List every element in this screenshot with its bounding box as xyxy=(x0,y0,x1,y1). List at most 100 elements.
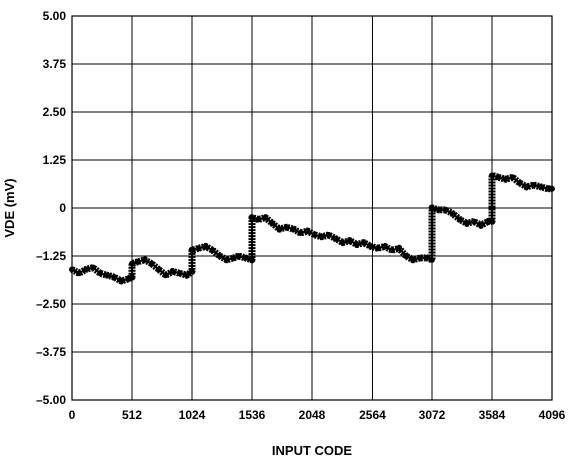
data-point xyxy=(195,245,202,252)
y-tick-label: –2.50 xyxy=(36,297,66,311)
data-point xyxy=(242,254,249,261)
x-tick-label: 1536 xyxy=(239,408,266,422)
data-point xyxy=(118,277,125,284)
x-tick-label: 3584 xyxy=(479,408,506,422)
data-point xyxy=(424,254,431,261)
plot-frame xyxy=(71,15,553,401)
data-point xyxy=(477,222,484,229)
x-tick-label: 4096 xyxy=(539,408,566,422)
data-point xyxy=(223,256,230,263)
data-point xyxy=(248,256,255,263)
data-point xyxy=(395,245,402,252)
data-point xyxy=(346,237,353,244)
data-point xyxy=(374,245,381,252)
x-tick-label: 3072 xyxy=(419,408,446,422)
data-point xyxy=(495,174,502,181)
data-point xyxy=(456,216,463,223)
data-point xyxy=(488,218,495,225)
data-point xyxy=(502,176,509,183)
y-tick-label: 0 xyxy=(59,201,66,215)
data-point xyxy=(134,258,141,265)
data-point xyxy=(235,253,242,259)
data-point xyxy=(417,254,424,261)
data-point xyxy=(435,206,442,213)
y-tick-label: –5.00 xyxy=(36,393,66,407)
data-point xyxy=(509,174,516,181)
data-point xyxy=(148,260,155,267)
y-tick-label: 3.75 xyxy=(43,57,67,71)
data-point xyxy=(262,214,269,221)
data-point xyxy=(523,183,530,190)
data-point xyxy=(428,256,435,263)
data-point xyxy=(537,183,544,190)
data-point xyxy=(353,241,360,248)
x-tick-label: 2564 xyxy=(359,408,386,422)
data-point xyxy=(283,224,290,231)
data-point xyxy=(76,270,83,277)
data-point xyxy=(97,270,104,277)
data-point xyxy=(367,243,374,250)
data-point xyxy=(249,214,255,221)
data-point xyxy=(83,266,90,273)
data-point xyxy=(332,235,339,242)
data-point xyxy=(169,268,176,275)
data-point xyxy=(530,181,537,188)
y-tick-label: 5.00 xyxy=(43,9,67,23)
data-point xyxy=(202,243,209,250)
x-tick-label: 512 xyxy=(122,408,142,422)
data-point xyxy=(276,226,283,233)
x-tick-labels: 0 512 1024 1536 2048 2564 3072 3584 4096 xyxy=(69,408,566,422)
data-point xyxy=(269,220,276,227)
data-point xyxy=(489,172,495,179)
data-point xyxy=(129,260,135,267)
data-point xyxy=(188,268,195,275)
y-tick-labels: 5.00 3.75 2.50 1.25 0 –1.25 –2.50 –3.75 –5.00 xyxy=(36,9,66,407)
data-point xyxy=(360,239,367,246)
data-point xyxy=(544,185,551,192)
data-point xyxy=(162,272,169,279)
data-point xyxy=(176,270,183,277)
data-point xyxy=(90,264,97,271)
data-point xyxy=(141,256,148,263)
data-point xyxy=(388,247,395,254)
x-axis-label: INPUT CODE xyxy=(272,443,353,458)
data-point xyxy=(255,216,262,223)
x-tick-label: 2048 xyxy=(299,408,326,422)
data-point xyxy=(429,205,435,211)
data-point xyxy=(516,180,523,187)
data-point xyxy=(209,247,216,254)
data-point xyxy=(297,229,304,236)
data-point xyxy=(463,220,470,227)
data-point xyxy=(402,253,409,259)
data-point xyxy=(290,226,297,233)
x-tick-label: 0 xyxy=(69,408,76,422)
data-point xyxy=(189,247,195,254)
data-point xyxy=(183,272,190,279)
data-point xyxy=(449,210,456,217)
y-tick-label: 1.25 xyxy=(43,153,67,167)
data-point xyxy=(381,243,388,250)
y-tick-label: –3.75 xyxy=(36,345,66,359)
grid-lines xyxy=(71,15,553,401)
data-point xyxy=(470,218,477,225)
data-point xyxy=(442,206,449,213)
data-point xyxy=(339,239,346,246)
data-point xyxy=(311,231,318,238)
data-point xyxy=(230,254,237,261)
x-tick-label: 1024 xyxy=(179,408,206,422)
data-point xyxy=(128,274,135,281)
data-point xyxy=(304,228,311,235)
data-point xyxy=(410,256,417,263)
data-point xyxy=(104,272,111,279)
data-point xyxy=(318,233,325,240)
series-layer xyxy=(69,171,555,285)
data-point xyxy=(111,274,118,281)
data-point xyxy=(155,266,162,273)
y-tick-label: 2.50 xyxy=(43,105,67,119)
series-line xyxy=(71,174,552,283)
y-tick-label: –1.25 xyxy=(36,249,66,263)
y-axis-label: VDE (mV) xyxy=(2,178,17,237)
data-point xyxy=(325,231,332,238)
data-point xyxy=(216,253,223,259)
